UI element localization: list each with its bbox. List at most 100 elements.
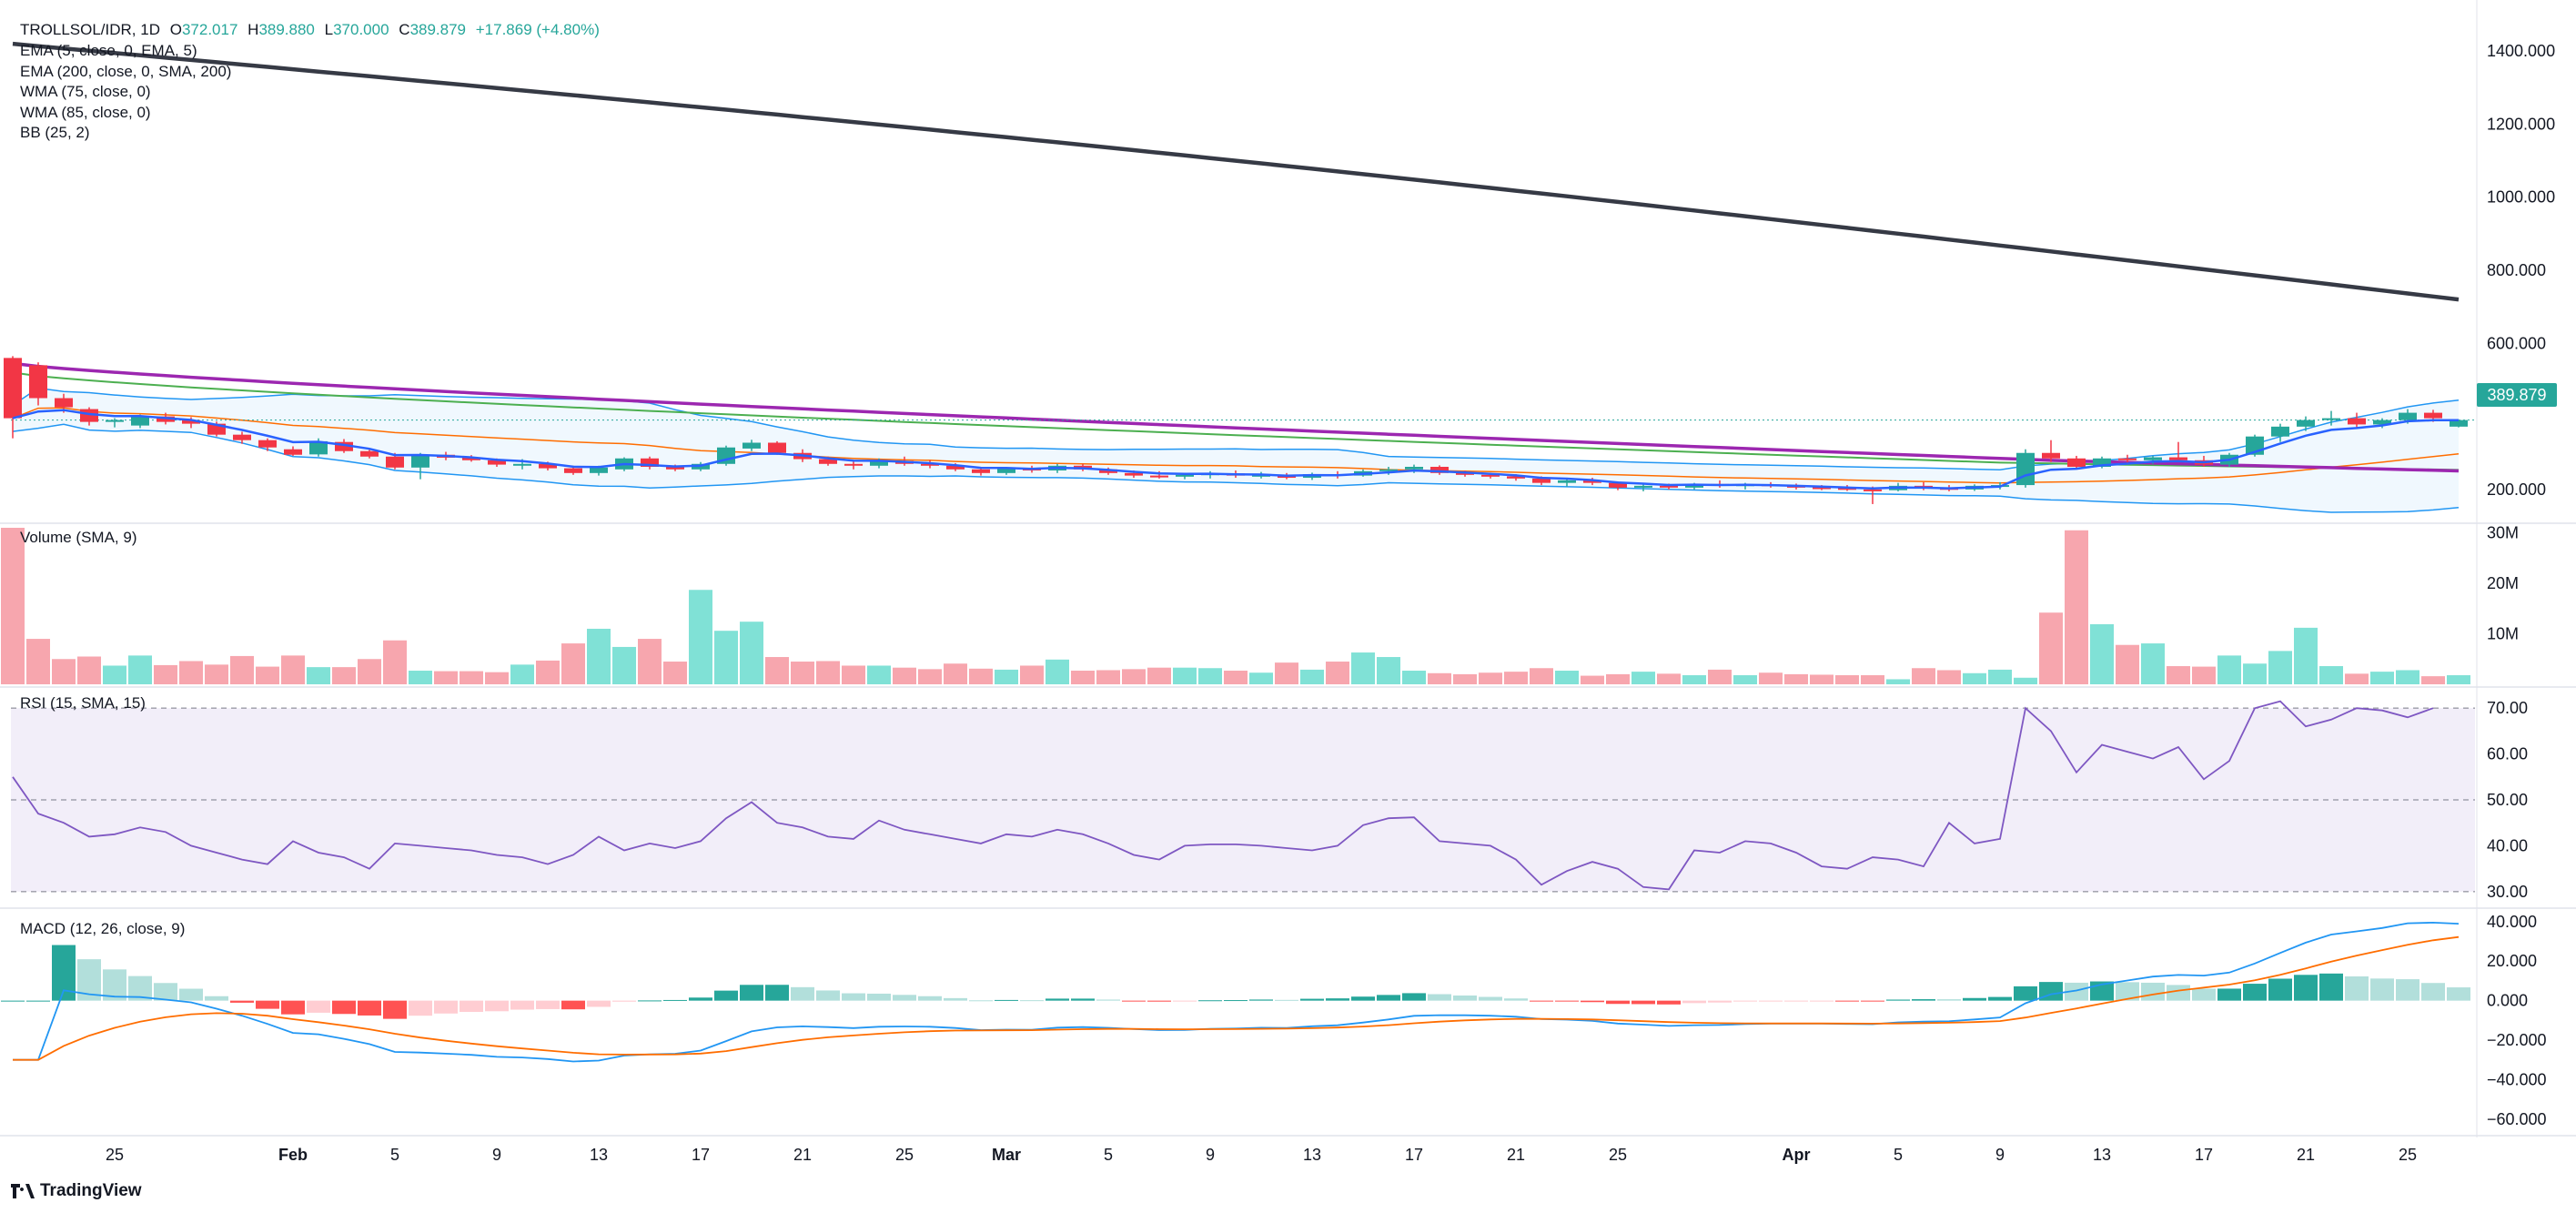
candle-body (2424, 412, 2442, 419)
indicator-legend: EMA (5, close, 0, EMA, 5) EMA (200, clos… (20, 41, 231, 144)
volume-bar (1300, 669, 1324, 684)
volume-bar (1224, 671, 1248, 684)
candle-body (641, 458, 659, 467)
volume-bar (1, 528, 25, 684)
macd-hist-bar (1198, 1000, 1222, 1002)
candle-body (997, 468, 1015, 473)
volume-bar (2396, 670, 2419, 684)
candle-body (768, 442, 786, 453)
candle-body (2016, 452, 2035, 486)
time-axis-label: 17 (1405, 1146, 1423, 1164)
rsi-pane-title[interactable]: RSI (15, SMA, 15) (20, 694, 146, 712)
volume-bar (740, 622, 763, 684)
volume-axis-label: 30M (2487, 524, 2519, 542)
candle-body (2271, 426, 2289, 437)
volume-bar (1861, 675, 1884, 684)
candle-body (819, 459, 837, 464)
volume-bar (26, 639, 50, 684)
macd-hist-bar (2065, 982, 2088, 1001)
time-axis-label: Feb (278, 1146, 308, 1164)
indicator-wma75[interactable]: WMA (75, close, 0) (20, 83, 151, 100)
candle-body (411, 454, 429, 468)
candle-body (360, 450, 379, 457)
candle-body (284, 449, 302, 455)
volume-bar (434, 671, 458, 684)
volume-bar (1198, 668, 1222, 684)
volume-bar (256, 666, 279, 684)
candle-body (1379, 469, 1398, 471)
macd-hist-bar (2294, 975, 2318, 1001)
macd-hist-bar (1020, 1000, 1044, 1002)
macd-hist-bar (1861, 1000, 1884, 1002)
candle-body (2118, 458, 2137, 460)
volume-bar (332, 667, 356, 684)
macd-hist-bar (1733, 1000, 1757, 1002)
candle-body (386, 456, 404, 468)
time-axis-label: 5 (1104, 1146, 1113, 1164)
candle-body (462, 457, 480, 460)
macd-pane-title[interactable]: MACD (12, 26, close, 9) (20, 920, 186, 937)
volume-pane-title[interactable]: Volume (SMA, 9) (20, 529, 137, 546)
candle-body (258, 440, 277, 448)
macd-hist-bar (791, 986, 814, 1001)
volume-bar (2141, 643, 2165, 684)
time-axis-label: 25 (2399, 1146, 2417, 1164)
rsi-axis-label: 60.00 (2487, 745, 2528, 763)
volume-bar (1428, 672, 1451, 684)
tradingview-logo[interactable]: TradingView (11, 1181, 142, 1201)
candle-body (1456, 472, 1474, 475)
candle-body (564, 468, 582, 473)
candle-body (1405, 466, 1423, 470)
volume-bar (918, 669, 942, 684)
volume-bar (205, 664, 228, 684)
indicator-ema5[interactable]: EMA (5, close, 0, EMA, 5) (20, 42, 197, 59)
volume-bar (1886, 679, 1910, 684)
volume-bar (1020, 665, 1044, 684)
indicator-ema200[interactable]: EMA (200, close, 0, SMA, 200) (20, 62, 232, 80)
candle-body (2322, 418, 2340, 420)
macd-hist-bar (944, 997, 967, 1001)
volume-bar (1351, 652, 1375, 684)
macd-signal-line (13, 935, 2460, 1061)
macd-hist-bar (2141, 982, 2165, 1001)
volume-axis-label: 20M (2487, 574, 2519, 592)
macd-hist-bar (1504, 998, 1528, 1001)
candle-body (1864, 489, 1882, 491)
volume-bar (2065, 530, 2088, 684)
macd-hist-bar (1886, 999, 1910, 1001)
price-axis-label: 1400.000 (2487, 42, 2555, 60)
volume-bar (409, 671, 432, 684)
macd-hist-bar (1631, 1000, 1655, 1005)
volume-bars (1, 528, 2470, 684)
candle-body (590, 467, 608, 473)
volume-bar (1759, 672, 1783, 684)
candle-body (1150, 475, 1168, 478)
macd-hist-bar (1606, 1000, 1630, 1005)
indicator-wma85[interactable]: WMA (85, close, 0) (20, 103, 151, 121)
volume-bar (1988, 669, 2012, 684)
volume-bar (2014, 677, 2037, 684)
indicator-bb[interactable]: BB (25, 2) (20, 124, 90, 141)
candle-body (233, 434, 251, 440)
macd-axis-label: 20.000 (2487, 952, 2537, 970)
macd-hist-bar (1326, 998, 1349, 1001)
price-axis-label: 800.000 (2487, 261, 2546, 279)
time-axis-label: 13 (1303, 1146, 1321, 1164)
volume-bar (995, 669, 1018, 684)
macd-hist-bar (612, 1000, 636, 1002)
candle-body (1252, 474, 1270, 477)
volume-bar (1733, 675, 1757, 684)
macd-hist-bar (205, 996, 228, 1001)
change-value: +17.869 (+4.80%) (475, 21, 600, 38)
volume-bar (1937, 670, 1961, 684)
volume-bar (52, 659, 76, 684)
candle-body (55, 398, 73, 408)
macd-hist-bar (2217, 988, 2241, 1001)
time-axis-label: 21 (793, 1146, 812, 1164)
macd-hist-bar (1937, 999, 1961, 1001)
volume-bar (154, 664, 177, 684)
volume-bar (510, 664, 534, 684)
macd-axis-label: −40.000 (2487, 1070, 2547, 1088)
volume-bar (969, 668, 993, 684)
